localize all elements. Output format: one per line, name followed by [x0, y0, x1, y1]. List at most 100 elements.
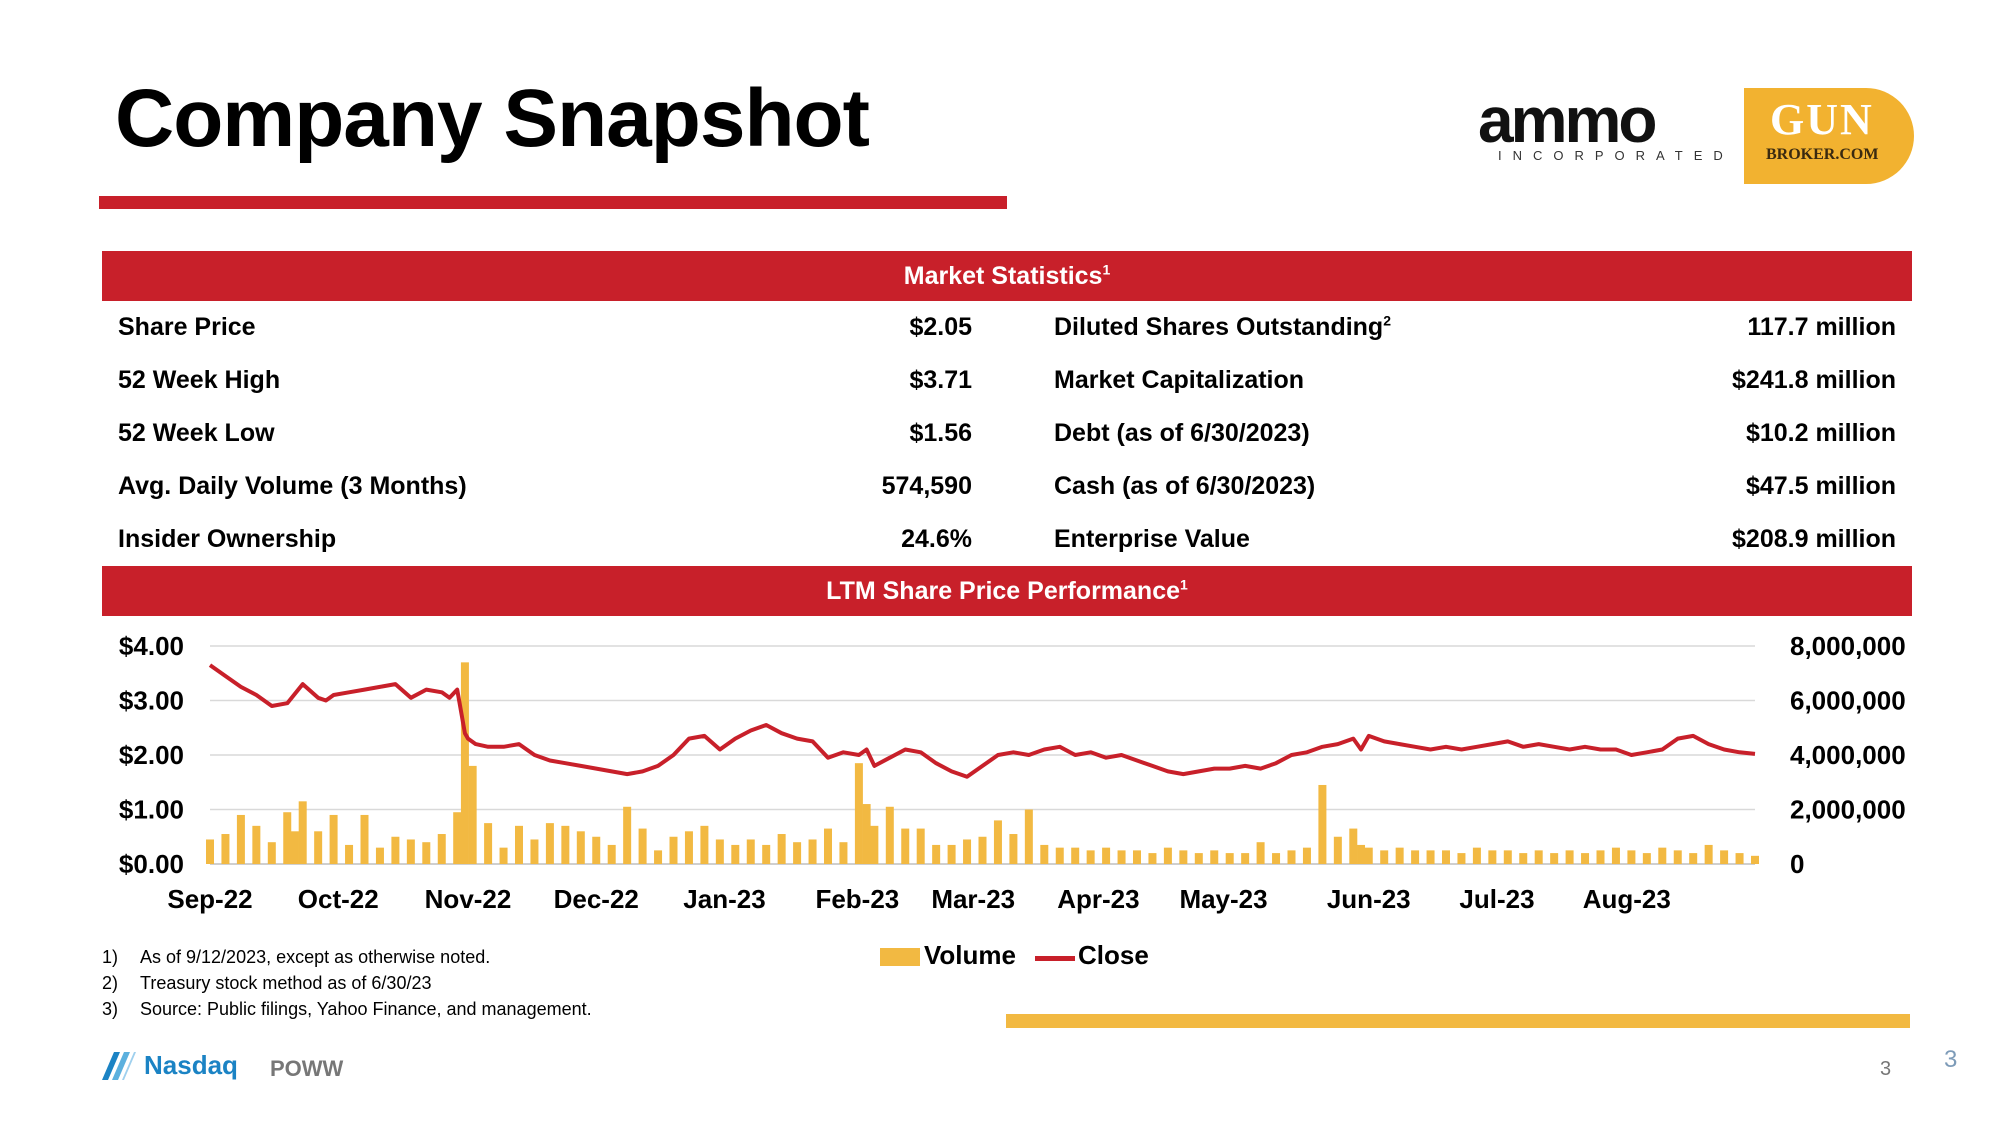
slide-number: 3 — [1944, 1046, 1958, 1073]
footnote-text: As of 9/12/2023, except as otherwise not… — [140, 947, 491, 967]
volume-bar — [314, 831, 323, 864]
volume-bar — [1751, 855, 1759, 864]
x-tick-label: Feb-23 — [815, 884, 899, 914]
volume-bar — [1225, 853, 1234, 864]
stat-value: $2.05 — [909, 313, 972, 341]
volume-bar — [236, 814, 245, 864]
stat-value: $10.2 million — [1745, 419, 1896, 447]
volume-bar — [1302, 847, 1311, 864]
volume-bar — [375, 847, 384, 864]
stat-value: 574,590 — [881, 472, 972, 500]
volume-bar — [1395, 847, 1404, 864]
volume-bar — [1627, 850, 1636, 864]
stat-value: 24.6% — [901, 525, 972, 553]
stat-value: $208.9 million — [1732, 525, 1896, 553]
volume-bar — [1194, 853, 1203, 864]
volume-bar — [901, 828, 910, 864]
volume-bar — [1689, 853, 1698, 864]
volume-bar — [1658, 847, 1667, 864]
volume-bar — [746, 839, 755, 864]
stat-label: Share Price — [118, 313, 256, 341]
volume-bar — [824, 828, 832, 864]
page-number: 3 — [1880, 1058, 1892, 1080]
volume-bar — [1357, 844, 1366, 864]
volume-bar — [1411, 850, 1420, 864]
volume-bar — [530, 839, 539, 864]
volume-bar — [1148, 853, 1157, 864]
volume-bar — [290, 831, 299, 864]
volume-bar — [545, 823, 554, 864]
volume-bar — [460, 662, 469, 864]
volume-bar — [576, 831, 585, 864]
volume-bar — [267, 842, 276, 864]
y-left-tick-label: $4.00 — [119, 631, 184, 661]
market-statistics-header: Market Statistics1 — [102, 251, 1912, 301]
volume-bar — [638, 828, 647, 864]
volume-bar — [453, 812, 462, 864]
stat-footnote-ref: 2 — [1383, 312, 1391, 329]
footnote-number: 1) — [102, 947, 119, 967]
volume-bar — [715, 839, 724, 864]
y-left-tick-label: $0.00 — [119, 849, 184, 879]
volume-bar — [1364, 847, 1373, 864]
volume-bar — [793, 842, 802, 864]
volume-bar — [1133, 850, 1141, 864]
y-right-tick-label: 4,000,000 — [1790, 740, 1906, 770]
stat-label: Market Capitalization — [1054, 366, 1305, 394]
legend-close-swatch — [1035, 956, 1075, 961]
y-left-tick-label: $1.00 — [119, 795, 184, 825]
share-price-performance-header: LTM Share Price Performance1 — [102, 566, 1912, 616]
market-statistics-title: Market Statistics — [903, 262, 1103, 290]
y-right-tick-label: 8,000,000 — [1790, 631, 1906, 661]
volume-bar — [422, 842, 431, 864]
volume-bar — [499, 847, 508, 864]
share-price-performance-footnote-ref: 1 — [1180, 576, 1188, 593]
stat-value: $3.71 — [909, 366, 972, 394]
stats-row: Share Price $2.05 Diluted Shares Outstan… — [102, 305, 1912, 358]
volume-bar — [1735, 853, 1744, 864]
stat-value: $1.56 — [909, 419, 972, 447]
x-tick-label: Jan-23 — [683, 884, 765, 914]
stat-label: Diluted Shares Outstanding2 — [1054, 313, 1391, 342]
volume-bar — [484, 823, 493, 864]
stats-row: 52 Week Low $1.56 Debt (as of 6/30/2023)… — [102, 411, 1912, 464]
volume-bar — [762, 844, 771, 864]
nasdaq-wordmark: Nasdaq — [144, 1050, 238, 1080]
footnote-text: Treasury stock method as of 6/30/23 — [140, 973, 432, 993]
volume-bar — [298, 801, 307, 864]
volume-bar — [1086, 850, 1095, 864]
volume-bar — [1534, 850, 1543, 864]
volume-bar — [808, 839, 817, 864]
volume-bar — [669, 836, 678, 864]
broker-wordmark: BROKER.COM — [1766, 146, 1879, 163]
volume-bar — [1024, 809, 1033, 864]
volume-bar — [1040, 844, 1049, 864]
share-price-performance-title: LTM Share Price Performance — [826, 577, 1181, 605]
stat-value: 117.7 million — [1747, 313, 1896, 341]
volume-bar — [1581, 853, 1590, 864]
stat-value: $241.8 million — [1732, 366, 1896, 394]
volume-bar — [1457, 853, 1466, 864]
stat-label: 52 Week Low — [118, 419, 275, 447]
volume-bar — [1256, 842, 1265, 864]
legend-volume-label: Volume — [924, 940, 1016, 970]
volume-bar — [329, 814, 338, 864]
volume-bar — [1163, 847, 1172, 864]
y-left-tick-label: $2.00 — [119, 740, 184, 770]
ammo-logo-icon: ammo — [1478, 98, 1658, 148]
volume-bar — [1210, 850, 1219, 864]
volume-bar — [1055, 847, 1064, 864]
stat-label: Debt (as of 6/30/2023) — [1054, 419, 1310, 447]
x-tick-label: Oct-22 — [298, 884, 379, 914]
volume-bar — [1349, 828, 1358, 864]
stats-row: Avg. Daily Volume (3 Months) 574,590 Cas… — [102, 464, 1912, 517]
stat-label: Insider Ownership — [118, 525, 337, 553]
volume-bar — [963, 839, 972, 864]
ammo-wordmark: ammo — [1478, 98, 1655, 148]
stats-row: 52 Week High $3.71 Market Capitalization… — [102, 358, 1912, 411]
gun-wordmark: GUN — [1770, 95, 1874, 144]
volume-bar — [1426, 850, 1435, 864]
x-tick-label: Aug-23 — [1583, 884, 1671, 914]
x-tick-label: Apr-23 — [1057, 884, 1139, 914]
